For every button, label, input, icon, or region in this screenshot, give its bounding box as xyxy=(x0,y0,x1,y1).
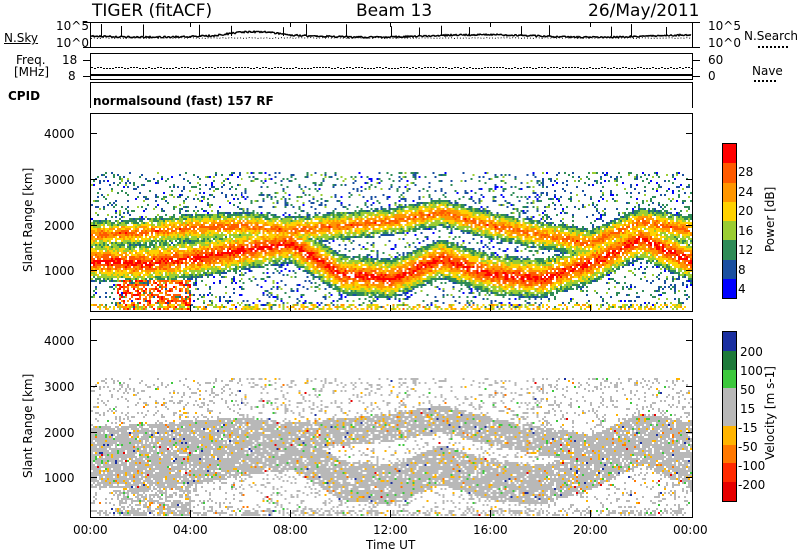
power-ytick-1000: 1000 xyxy=(44,264,75,278)
nave-legend-dots xyxy=(754,80,776,82)
velocity-ytick-4000: 4000 xyxy=(44,334,75,348)
noise-tick-top-right: 10^5 xyxy=(708,19,741,33)
power-cbar-tick-24: 24 xyxy=(738,185,754,199)
date-label: 26/May/2011 xyxy=(588,1,700,21)
power-panel xyxy=(90,113,693,312)
noise-trace xyxy=(91,23,692,47)
xtick-0400: 04:00 xyxy=(173,523,208,537)
power-colorbar xyxy=(722,143,737,299)
noise-sky-label: N.Sky xyxy=(4,31,39,45)
xtick-2400: 00:00 xyxy=(673,523,708,537)
freq-label-line2: [MHz] xyxy=(14,65,50,79)
velocity-colorbar xyxy=(722,331,737,502)
noise-panel xyxy=(90,22,693,48)
xtick-1600: 16:00 xyxy=(473,523,508,537)
xtick-1200: 12:00 xyxy=(373,523,408,537)
velocity-cbar-tick-50: 50 xyxy=(740,383,756,397)
xaxis-label: Time UT xyxy=(366,538,416,552)
power-ytick-2000: 2000 xyxy=(44,219,75,233)
freq-tick-18: 18 xyxy=(62,53,78,67)
nave-label: Nave xyxy=(752,64,783,78)
nave-tick-60: 60 xyxy=(708,53,724,67)
noise-search-label: N.Search xyxy=(744,29,799,43)
power-cbar-tick-8: 8 xyxy=(738,263,746,277)
power-cbar-tick-12: 12 xyxy=(738,243,754,257)
power-cbar-tick-28: 28 xyxy=(738,165,754,179)
power-heatmap xyxy=(91,114,692,310)
power-cbar-tick-16: 16 xyxy=(738,224,754,238)
power-ytick-4000: 4000 xyxy=(44,127,75,141)
velocity-cbar-tick-minus100: -100 xyxy=(738,459,766,473)
noise-tick-bottom-right: 10^0 xyxy=(708,36,741,50)
power-cbar-tick-4: 4 xyxy=(738,282,746,296)
velocity-cbar-tick-200: 200 xyxy=(740,345,763,359)
freq-panel xyxy=(90,53,693,80)
xtick-0800: 08:00 xyxy=(273,523,308,537)
velocity-ytick-2000: 2000 xyxy=(44,426,75,440)
freq-trace xyxy=(91,54,692,79)
velocity-cbar-tick-100: 100 xyxy=(740,364,763,378)
freq-label-line1: Freq. xyxy=(16,53,46,67)
noise-tick-bottom: 10^0 xyxy=(56,36,89,50)
velocity-cbar-tick-minus50: -50 xyxy=(738,440,758,454)
velocity-heatmap xyxy=(91,320,692,516)
chart-title: TIGER (fitACF) xyxy=(92,1,213,21)
nave-tick-0: 0 xyxy=(708,69,716,83)
xtick-0000: 00:00 xyxy=(73,523,108,537)
velocity-cbar-tick-minus200: -200 xyxy=(738,478,766,492)
velocity-panel xyxy=(90,319,693,518)
velocity-ytick-1000: 1000 xyxy=(44,471,75,485)
velocity-cbar-tick-minus15: -15 xyxy=(738,421,758,435)
velocity-ytick-3000: 3000 xyxy=(44,380,75,394)
power-cbar-tick-20: 20 xyxy=(738,204,754,218)
cpid-mode-text: normalsound (fast) 157 RF xyxy=(93,94,274,108)
cpid-label: CPID xyxy=(8,89,41,103)
velocity-cbar-tick-15: 15 xyxy=(740,402,756,416)
noise-tick-top: 10^5 xyxy=(56,19,89,33)
xtick-2000: 20:00 xyxy=(573,523,608,537)
cpid-panel xyxy=(90,82,693,108)
power-ytick-3000: 3000 xyxy=(44,173,75,187)
noise-search-legend-dots xyxy=(758,46,788,48)
freq-tick-8: 8 xyxy=(68,69,76,83)
beam-label: Beam 13 xyxy=(356,1,433,21)
